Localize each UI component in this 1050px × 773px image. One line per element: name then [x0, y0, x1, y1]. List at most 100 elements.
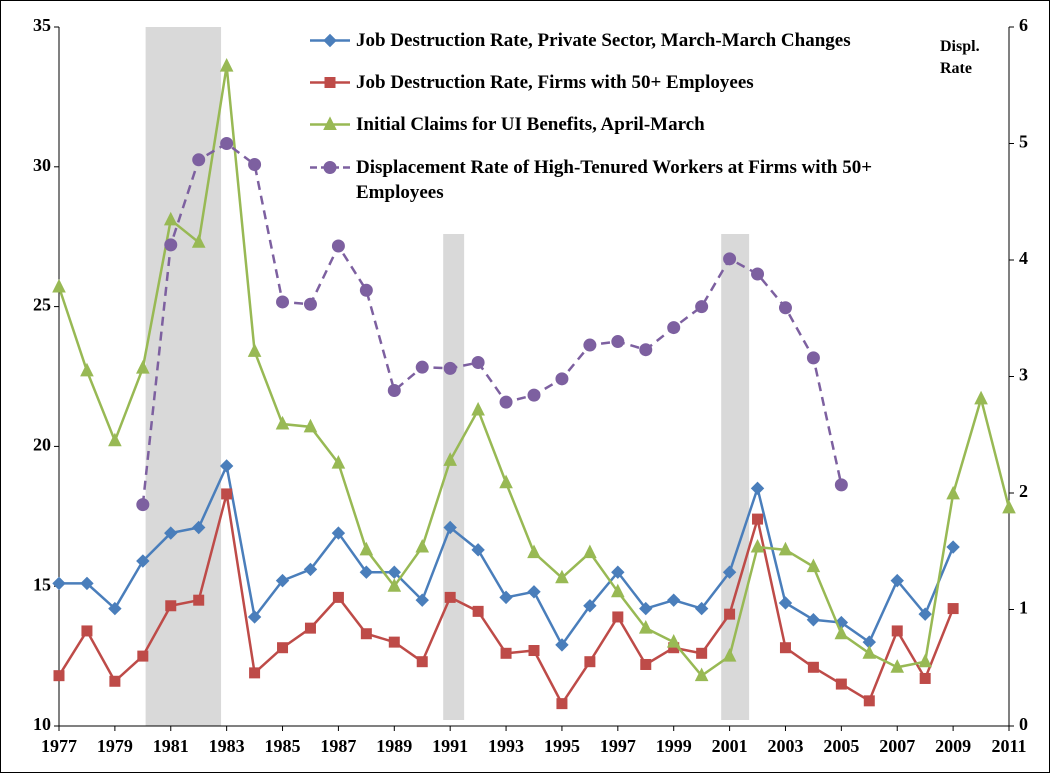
marker: [415, 538, 430, 553]
marker: [722, 565, 737, 579]
y-tick-label: 25: [33, 295, 51, 315]
marker: [835, 678, 847, 690]
marker: [583, 338, 597, 352]
marker: [639, 601, 653, 616]
marker: [471, 543, 485, 557]
marker: [52, 278, 66, 293]
marker: [1002, 499, 1016, 514]
marker: [696, 647, 708, 659]
marker: [694, 667, 709, 682]
y2-tick-label: 6: [1019, 15, 1028, 35]
y-tick-label: 30: [33, 155, 51, 175]
y2-tick-label: 1: [1019, 598, 1028, 618]
y2-tick-label: 5: [1019, 132, 1028, 152]
y-tick-label: 20: [33, 435, 51, 455]
marker: [499, 395, 513, 409]
marker: [556, 698, 568, 710]
marker: [778, 301, 792, 315]
marker: [946, 485, 960, 500]
marker: [779, 642, 791, 654]
marker: [387, 578, 402, 592]
marker: [416, 656, 428, 668]
marker: [918, 653, 932, 668]
x-tick-label: 1987: [320, 736, 356, 756]
marker: [191, 520, 206, 535]
marker: [443, 520, 457, 535]
marker: [109, 675, 121, 687]
marker: [277, 642, 289, 654]
marker: [247, 610, 262, 624]
marker: [303, 418, 318, 433]
y-tick-label: 35: [33, 15, 51, 35]
marker: [555, 372, 569, 386]
x-tick-label: 2009: [935, 736, 971, 756]
marker: [136, 554, 150, 568]
shaded-period: [721, 234, 750, 720]
marker: [919, 672, 931, 684]
marker: [528, 645, 540, 657]
marker: [193, 594, 205, 606]
marker: [584, 656, 596, 668]
marker: [722, 647, 737, 662]
legend-label: Displacement Rate of High-Tenured Worker…: [356, 157, 873, 203]
x-tick-label: 2001: [712, 736, 748, 756]
marker: [80, 576, 94, 591]
marker: [527, 585, 541, 599]
marker: [499, 474, 513, 489]
legend-label: Job Destruction Rate, Firms with 50+ Emp…: [356, 72, 754, 93]
marker: [52, 576, 66, 591]
marker: [359, 283, 373, 297]
marker: [415, 360, 429, 374]
legend-item: Job Destruction Rate, Firms with 50+ Emp…: [310, 70, 950, 95]
marker: [946, 540, 960, 554]
marker: [751, 267, 765, 281]
legend-swatch: [310, 116, 350, 130]
marker: [638, 620, 653, 634]
marker: [137, 650, 149, 662]
marker: [53, 670, 65, 682]
marker: [471, 356, 485, 370]
y-tick-label: 10: [33, 714, 51, 734]
x-tick-label: 1989: [376, 736, 412, 756]
marker: [247, 343, 262, 357]
legend-swatch: [310, 161, 350, 174]
marker: [108, 432, 122, 447]
x-tick-label: 2003: [767, 736, 803, 756]
marker: [275, 415, 290, 430]
x-tick-label: 1997: [600, 736, 636, 756]
marker: [723, 252, 737, 266]
y2-tick-label: 4: [1019, 248, 1028, 268]
marker: [249, 667, 261, 679]
marker: [359, 565, 374, 579]
marker: [472, 605, 484, 617]
x-tick-label: 1995: [544, 736, 580, 756]
marker: [611, 583, 625, 598]
marker: [750, 481, 765, 496]
marker: [890, 573, 904, 588]
marker: [444, 591, 456, 603]
x-tick-label: 1979: [97, 736, 133, 756]
marker: [806, 558, 821, 573]
x-tick-label: 1981: [153, 736, 189, 756]
marker: [221, 488, 233, 500]
marker: [611, 565, 625, 579]
marker: [387, 383, 401, 397]
marker: [891, 625, 903, 637]
marker: [863, 695, 875, 707]
marker: [165, 600, 177, 612]
x-tick-label: 2007: [879, 736, 915, 756]
marker: [807, 661, 819, 673]
marker: [192, 153, 206, 167]
marker: [360, 628, 372, 640]
marker: [275, 573, 290, 588]
x-tick-label: 2011: [991, 736, 1026, 756]
marker: [694, 601, 709, 616]
x-tick-label: 1991: [432, 736, 468, 756]
marker: [862, 645, 877, 659]
marker: [136, 498, 150, 512]
marker: [443, 361, 457, 375]
x-tick-label: 1993: [488, 736, 524, 756]
series-line: [141, 142, 843, 505]
marker: [666, 593, 681, 607]
